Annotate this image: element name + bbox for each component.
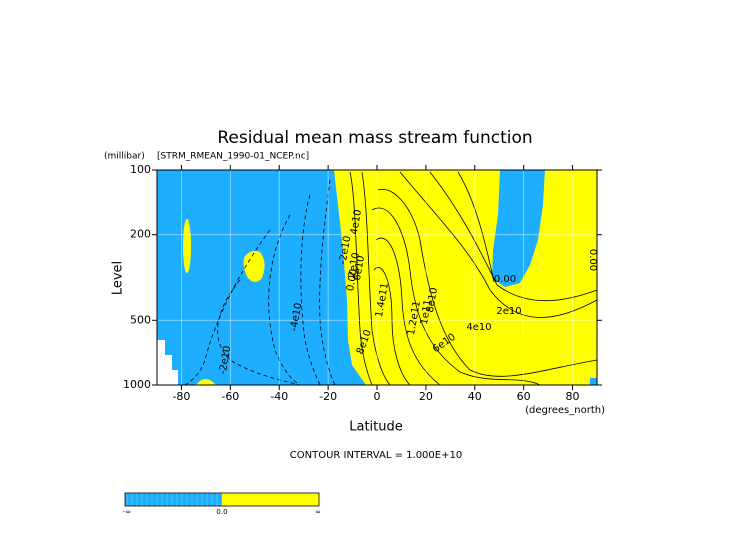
y-label: Level [111, 261, 126, 295]
x-tick-label: 20 [419, 390, 433, 403]
x-tick-label: 0 [374, 390, 381, 403]
axes: -80 -60 -40 -20 0 20 40 60 80 100 200 500 1000 [123, 163, 602, 403]
contour-lines [184, 179, 336, 386]
x-tick-label: 80 [566, 390, 580, 403]
y-tick-label: 500 [130, 313, 151, 326]
contour-lines [349, 171, 598, 386]
positive-region [196, 379, 216, 385]
contour-label: 2e10 [347, 252, 362, 279]
positive-region [183, 219, 191, 273]
missing-data [157, 340, 178, 385]
y-tick-label: 200 [130, 228, 151, 241]
y-tick-label: 1000 [123, 378, 151, 391]
chart-title: Residual mean mass stream function [217, 128, 532, 148]
x-tick-label: -40 [270, 390, 288, 403]
x-unit: (degrees_north) [525, 405, 605, 416]
colorbar-negative [125, 493, 222, 506]
colorbar: -∞ 0.0 ∞ [123, 492, 321, 516]
contour-label: 6e10 [352, 255, 367, 282]
colorbar-label: ∞ [315, 508, 321, 516]
x-tick-label: -20 [319, 390, 337, 403]
contour-label: 0.00 [494, 274, 516, 285]
colorbar-frame [124, 492, 320, 507]
x-tick-label: -60 [221, 390, 239, 403]
negative-region [492, 170, 545, 287]
contour-label: -4e10 [289, 302, 305, 332]
contour-label: 0.00 [345, 268, 360, 292]
contour-label: -2e10 [218, 345, 234, 375]
y-unit: (millibar) [104, 152, 145, 162]
subtitle: [STRM_RMEAN_1990-01_NCEP.nc] [157, 152, 309, 162]
contour-label: -2e10 [338, 235, 354, 265]
x-tick-label: 60 [517, 390, 531, 403]
contour-label: 4e10 [466, 322, 491, 333]
contour-label: 0.00 [587, 249, 598, 271]
contour-label: 4e10 [349, 209, 364, 236]
colorbar-positive [222, 493, 319, 506]
positive-region [334, 170, 597, 385]
colorbar-label: 0.0 [216, 508, 227, 516]
positive-region [243, 250, 265, 282]
x-tick-label: -80 [172, 390, 190, 403]
y-tick-label: 100 [130, 163, 151, 176]
x-label: Latitude [349, 420, 403, 435]
x-tick-label: 40 [468, 390, 482, 403]
contour-label: 8e10 [425, 287, 440, 314]
colorbar-label: -∞ [123, 508, 131, 516]
contour-label: 2e10 [496, 306, 521, 317]
contour-label: 1e11 [419, 299, 434, 326]
contour-interval: CONTOUR INTERVAL = 1.000E+10 [290, 450, 462, 461]
